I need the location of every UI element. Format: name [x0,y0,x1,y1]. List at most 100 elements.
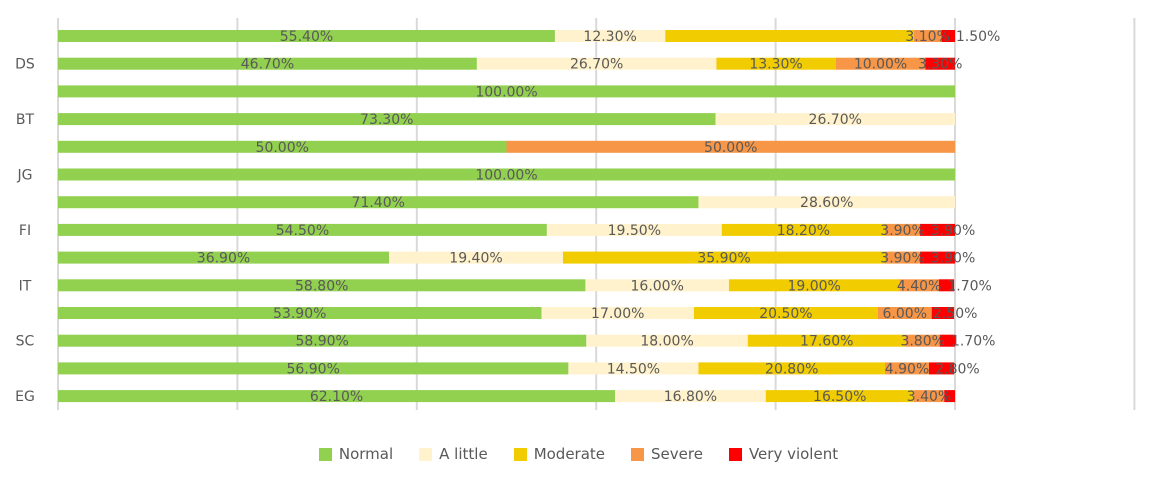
data-label: 18.00% [640,334,693,350]
bar-segment [931,307,955,319]
bar-segment [541,307,694,319]
legend-item: Severe [631,445,703,463]
legend-item: Very violent [728,445,839,463]
bar-segment [728,279,900,292]
legend-label: Very violent [748,445,839,463]
bar-segment [58,168,955,181]
data-label: 12.30% [583,29,636,45]
data-label: 1.50% [956,29,1000,45]
bar-segment [698,362,886,375]
legend-item: Moderate [513,445,605,463]
legend-swatch [318,447,332,461]
bar-segment [716,57,836,70]
data-label: 10.00% [854,57,907,73]
bar-segment [58,390,616,403]
bar-segment [747,334,906,347]
legend-label: Normal [338,445,394,463]
data-label: 14.50% [607,361,660,377]
bar-segment [476,57,717,70]
bar-segment [58,57,477,70]
data-label: 1.70% [951,334,995,350]
data-label: 19.50% [608,223,661,239]
data-label: 18.20% [777,223,830,239]
data-label: 3.90% [931,223,975,239]
bar-segment [58,223,547,236]
bar-segment [920,223,955,236]
legend-label: Severe [651,445,703,463]
data-label: 3.10% [905,29,949,45]
data-label: 50.00% [256,140,309,156]
data-label: 20.80% [765,361,818,377]
data-label: 58.80% [295,278,348,294]
bar-segment [877,307,932,319]
data-label: 100.00% [475,84,537,100]
bar-segment [58,362,569,375]
data-label: 20.50% [759,306,812,322]
bar-segment [939,334,955,347]
bar-segment [546,223,722,236]
bar-segment [715,113,955,126]
data-label: 2.50% [933,306,977,322]
bar-segment [899,279,939,292]
bar-segment [693,307,878,319]
data-label: 17.60% [800,334,853,350]
bar-segment [554,30,666,42]
category-label: IT [19,278,32,294]
data-label: 4.40% [897,278,941,294]
bar-segment [913,30,942,42]
data-label: 26.70% [570,57,623,73]
bar-segment [388,251,564,264]
data-label: 13.30% [749,57,802,73]
data-label: 16.50% [813,389,866,405]
bar-segment [58,251,389,264]
data-label: 3.90% [880,223,924,239]
bar-segment [58,113,716,126]
category-label: JG [17,168,33,184]
category-label: DS [15,57,35,73]
legend-swatch [513,447,527,461]
data-label: 28.60% [800,195,853,211]
bar-segment [568,362,699,375]
bars [58,30,955,403]
legend: Normal A little Moderate Severe Very violent [0,445,1157,463]
data-label: 35.90% [697,251,750,267]
data-label: 50.00% [704,140,757,156]
data-label: 54.50% [276,223,329,239]
bar-segment [885,251,921,264]
bar-segment [835,57,926,70]
bar-segment [58,30,555,42]
data-label: 3.90% [880,251,924,267]
bar-segment [615,390,766,403]
bar-segment [941,30,955,42]
data-label: 4.90% [885,361,929,377]
legend-swatch [631,447,645,461]
bar-segment [563,251,886,264]
legend-item: Normal [318,445,394,463]
data-label: 19.00% [787,278,840,294]
bar-segment [58,307,542,319]
legend-item: A little [419,445,488,463]
legend-label: A little [439,445,488,463]
bar-segment [58,334,587,347]
data-label: 3.40% [907,389,951,405]
data-label: 19.40% [449,251,502,267]
bar-segment [58,196,699,209]
bar-segment [585,279,729,292]
data-label: 2.80% [935,361,979,377]
data-label: 17.00% [591,306,644,322]
legend-swatch [419,447,433,461]
bar-segment [925,57,955,70]
data-label: 71.40% [352,195,405,211]
bar-segment [885,223,921,236]
stacked-bar-chart: 55.40% 12.30% 3.10% 1.50% 46.70% 26.70% 13.30%… [15,18,1136,410]
data-label: 56.90% [287,361,340,377]
bar-segment [58,279,586,292]
data-label: 100.00% [475,168,537,184]
bar-segment [721,223,886,236]
data-label: 6.00% [883,306,927,322]
data-label: 26.70% [809,112,862,128]
bar-segment [586,334,748,347]
legend-swatch [728,447,742,461]
bar-segment [938,279,955,292]
